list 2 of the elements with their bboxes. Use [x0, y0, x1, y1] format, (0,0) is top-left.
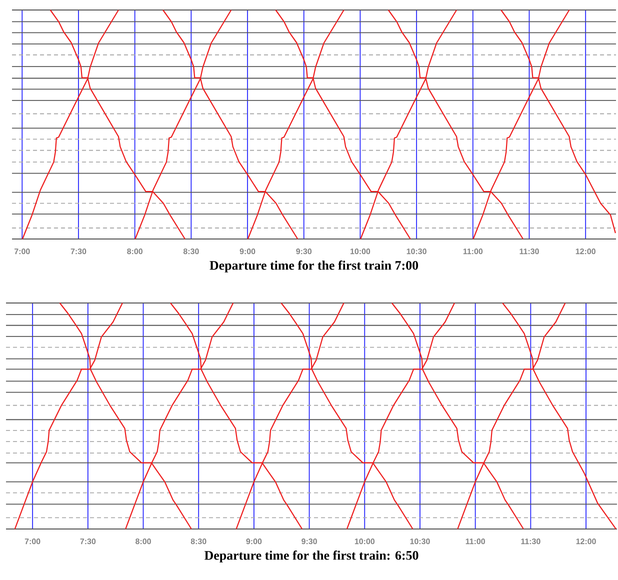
text: Departure time for the first train 7:00	[210, 260, 418, 272]
text: Departure time for the first train: 6:50	[204, 550, 418, 562]
